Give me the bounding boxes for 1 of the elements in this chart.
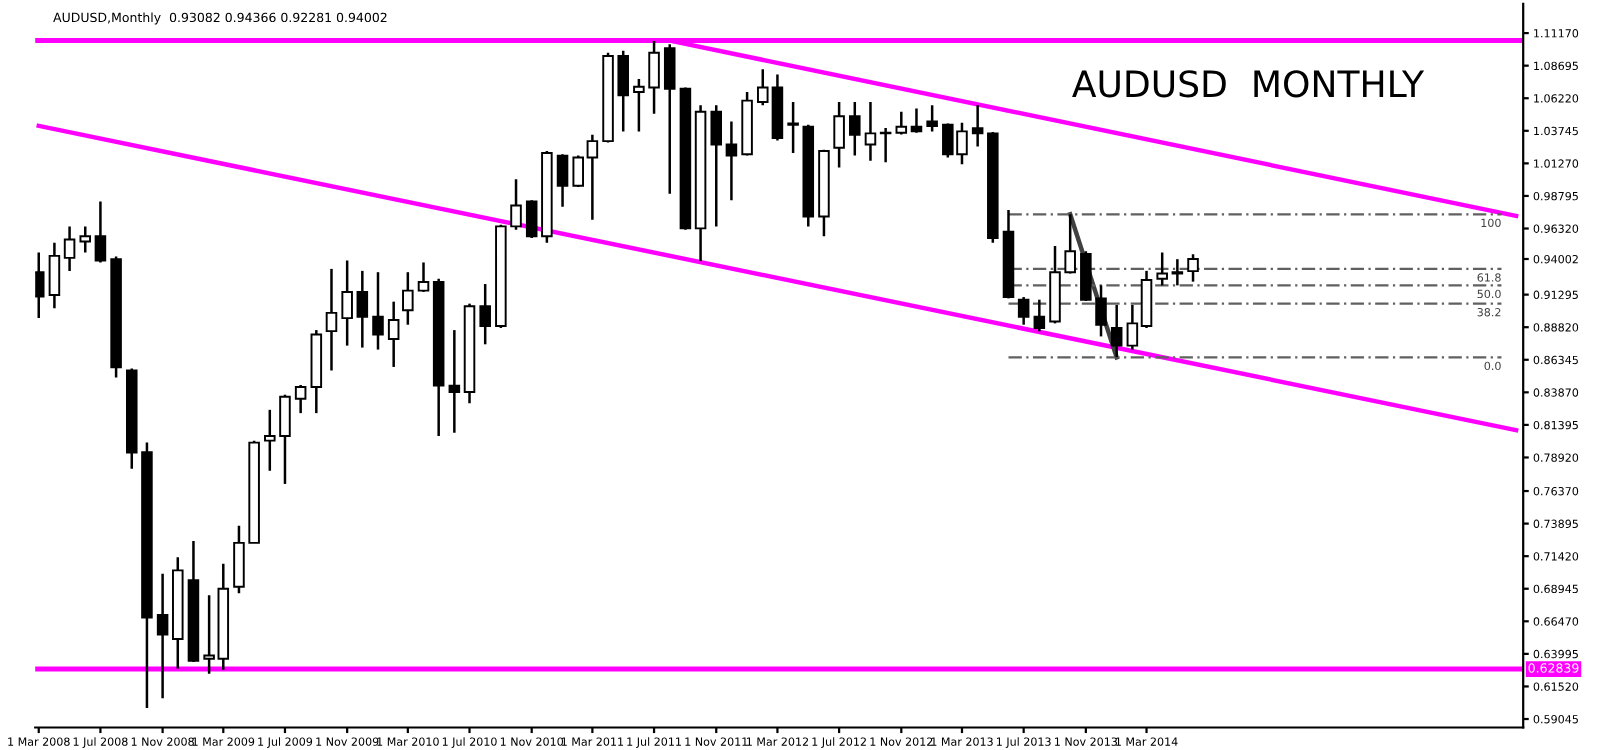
- text: AUDUSD MONTHLY: [1072, 70, 1425, 98]
